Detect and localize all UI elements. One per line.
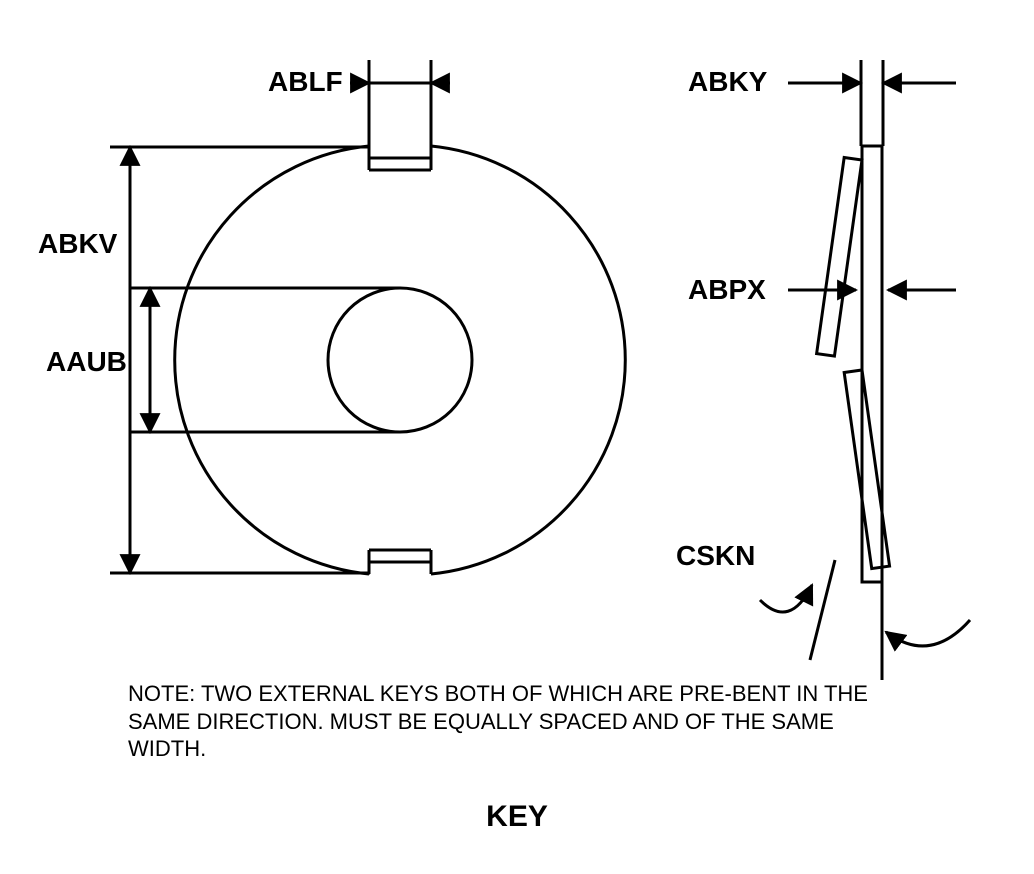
note-text: NOTE: TWO EXTERNAL KEYS BOTH OF WHICH AR… bbox=[128, 680, 918, 763]
label-ablf: ABLF bbox=[268, 66, 343, 98]
title-text: KEY bbox=[0, 800, 1034, 834]
label-abpx: ABPX bbox=[688, 274, 766, 306]
dim-ablf bbox=[350, 60, 450, 146]
dim-aaub bbox=[130, 288, 400, 432]
diagram-canvas: ABLF ABKV AAUB ABKY ABPX CSKN NOTE: TWO … bbox=[0, 0, 1034, 874]
dim-abky bbox=[788, 60, 956, 146]
label-cskn: CSKN bbox=[676, 540, 755, 572]
label-aaub: AAUB bbox=[46, 346, 127, 378]
front-view bbox=[175, 146, 626, 574]
label-abky: ABKY bbox=[688, 66, 767, 98]
side-view bbox=[817, 146, 890, 582]
label-abkv: ABKV bbox=[38, 228, 117, 260]
